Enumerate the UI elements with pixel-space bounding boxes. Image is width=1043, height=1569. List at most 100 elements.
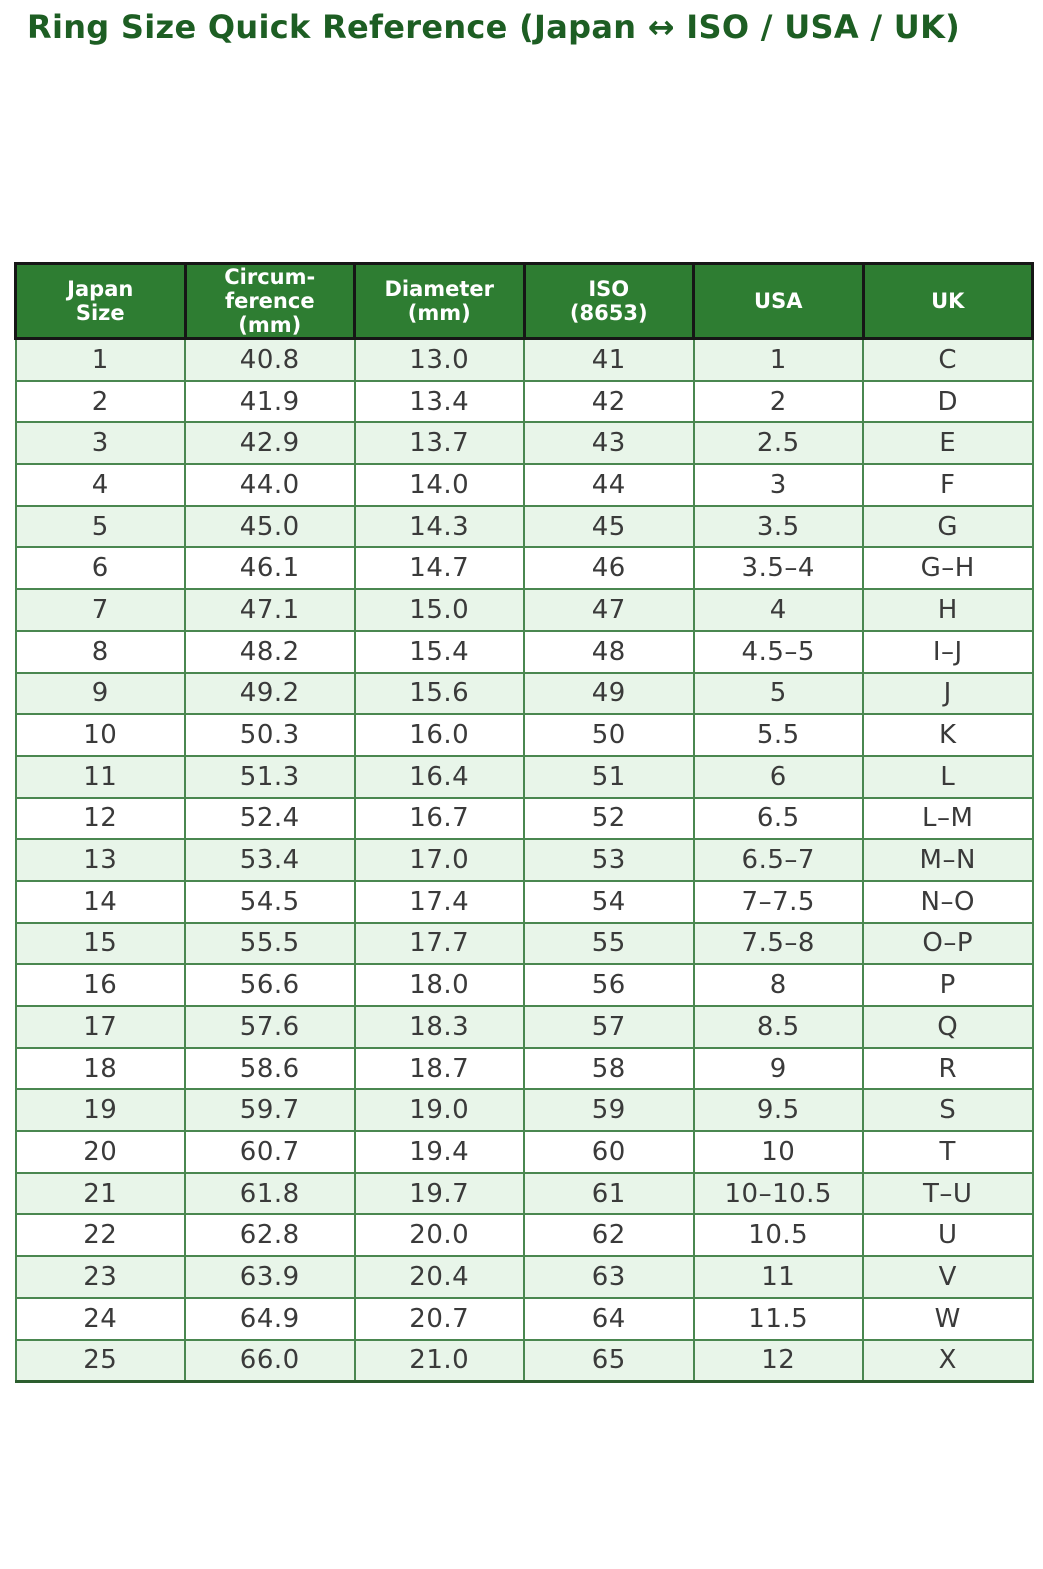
table-cell: 49 xyxy=(523,671,695,716)
table-cell: 51.3 xyxy=(184,754,356,799)
table-cell: 18.0 xyxy=(353,963,525,1007)
table-cell: 15.6 xyxy=(353,671,525,716)
table-cell: 6 xyxy=(692,754,864,799)
table-cell: 3 xyxy=(692,463,864,507)
table-row: 9 49.2 15.6 49 5 J xyxy=(14,671,1034,716)
table-cell: 25 xyxy=(14,1338,186,1384)
table-cell: 23 xyxy=(14,1255,186,1299)
table-cell: 9.5 xyxy=(692,1088,864,1133)
table-cell: 50 xyxy=(523,713,695,757)
column-header-uk: UK xyxy=(861,262,1034,340)
table-cell: 45 xyxy=(523,504,695,549)
table-row: 12 52.4 16.7 52 6.5 L–M xyxy=(14,796,1034,841)
table-cell: 55.5 xyxy=(184,921,356,966)
table-cell: 4 xyxy=(692,588,864,632)
table-cell: X xyxy=(862,1338,1034,1384)
table-cell: 55 xyxy=(523,921,695,966)
table-cell: N–O xyxy=(862,879,1034,924)
table-cell: 14 xyxy=(14,879,186,924)
table-cell: 7–7.5 xyxy=(692,879,864,924)
table-cell: 58 xyxy=(523,1046,695,1091)
table-cell: 13.7 xyxy=(353,421,525,466)
table-cell: 48 xyxy=(523,629,695,674)
page-title: Ring Size Quick Reference (Japan ↔ ISO /… xyxy=(27,8,961,46)
table-cell: 18.3 xyxy=(353,1005,525,1049)
table-row: 10 50.3 16.0 50 5.5 K xyxy=(14,713,1034,757)
table-cell: 15.0 xyxy=(353,588,525,632)
table-cell: E xyxy=(862,421,1034,466)
table-cell: 42.9 xyxy=(184,421,356,466)
table-cell: 44.0 xyxy=(184,463,356,507)
table-cell: 61 xyxy=(523,1171,695,1216)
table-cell: U xyxy=(862,1213,1034,1258)
table-row: 11 51.3 16.4 51 6 L xyxy=(14,754,1034,799)
table-row: 22 62.8 20.0 62 10.5 U xyxy=(14,1213,1034,1258)
table-cell: 19.0 xyxy=(353,1088,525,1133)
table-cell: 49.2 xyxy=(184,671,356,716)
column-header-diameter: Diameter (mm) xyxy=(353,262,526,340)
table-cell: 17.0 xyxy=(353,838,525,882)
table-cell: F xyxy=(862,463,1034,507)
table-cell: 5.5 xyxy=(692,713,864,757)
table-cell: I–J xyxy=(862,629,1034,674)
table-cell: 10 xyxy=(692,1130,864,1174)
table-cell: 41 xyxy=(523,337,695,382)
table-cell: 66.0 xyxy=(184,1338,356,1384)
table-cell: 16.7 xyxy=(353,796,525,841)
table-row: 19 59.7 19.0 59 9.5 S xyxy=(14,1088,1034,1133)
table-cell: 57.6 xyxy=(184,1005,356,1049)
column-header-circumference: Circum- ference (mm) xyxy=(183,262,356,340)
table-cell: Q xyxy=(862,1005,1034,1049)
table-cell: 60.7 xyxy=(184,1130,356,1174)
table-cell: 41.9 xyxy=(184,379,356,424)
table-cell: H xyxy=(862,588,1034,632)
table-cell: 59 xyxy=(523,1088,695,1133)
table-cell: 53.4 xyxy=(184,838,356,882)
table-row: 20 60.7 19.4 60 10 T xyxy=(14,1130,1034,1174)
table-cell: 42 xyxy=(523,379,695,424)
table-row: 13 53.4 17.0 53 6.5–7 M–N xyxy=(14,838,1034,882)
table-cell: J xyxy=(862,671,1034,716)
table-cell: 13.0 xyxy=(353,337,525,382)
table-cell: 15.4 xyxy=(353,629,525,674)
table-cell: 59.7 xyxy=(184,1088,356,1133)
table-cell: 6.5–7 xyxy=(692,838,864,882)
table-cell: 12 xyxy=(692,1338,864,1384)
table-header-row: Japan Size Circum- ference (mm) Diameter… xyxy=(14,262,1034,340)
table-cell: 58.6 xyxy=(184,1046,356,1091)
table-cell: 22 xyxy=(14,1213,186,1258)
table-cell: 2 xyxy=(14,379,186,424)
table-cell: 2.5 xyxy=(692,421,864,466)
table-cell: 13.4 xyxy=(353,379,525,424)
table-cell: M–N xyxy=(862,838,1034,882)
table-cell: 12 xyxy=(14,796,186,841)
table-row: 16 56.6 18.0 56 8 P xyxy=(14,963,1034,1007)
table-row: 14 54.5 17.4 54 7–7.5 N–O xyxy=(14,879,1034,924)
table-cell: 20 xyxy=(14,1130,186,1174)
table-cell: 21 xyxy=(14,1171,186,1216)
table-header: Japan Size Circum- ference (mm) Diameter… xyxy=(14,262,1034,340)
table-cell: 17 xyxy=(14,1005,186,1049)
table-cell: 10–10.5 xyxy=(692,1171,864,1216)
table-cell: 52.4 xyxy=(184,796,356,841)
table-cell: G–H xyxy=(862,546,1034,591)
table-cell: 53 xyxy=(523,838,695,882)
table-row: 25 66.0 21.0 65 12 X xyxy=(14,1338,1034,1384)
table-cell: 19.4 xyxy=(353,1130,525,1174)
table-row: 17 57.6 18.3 57 8.5 Q xyxy=(14,1005,1034,1049)
table-cell: 20.7 xyxy=(353,1296,525,1341)
table-cell: 18 xyxy=(14,1046,186,1091)
table-cell: P xyxy=(862,963,1034,1007)
column-header-japan-size: Japan Size xyxy=(14,262,187,340)
table-cell: 19.7 xyxy=(353,1171,525,1216)
table-cell: 7 xyxy=(14,588,186,632)
table-row: 15 55.5 17.7 55 7.5–8 O–P xyxy=(14,921,1034,966)
table-cell: 8 xyxy=(692,963,864,1007)
table-cell: 8 xyxy=(14,629,186,674)
column-header-iso: ISO (8653) xyxy=(522,262,695,340)
table-cell: 6.5 xyxy=(692,796,864,841)
table-cell: C xyxy=(862,337,1034,382)
table-cell: T xyxy=(862,1130,1034,1174)
table-row: 1 40.8 13.0 41 1 C xyxy=(14,337,1034,382)
table-cell: 57 xyxy=(523,1005,695,1049)
